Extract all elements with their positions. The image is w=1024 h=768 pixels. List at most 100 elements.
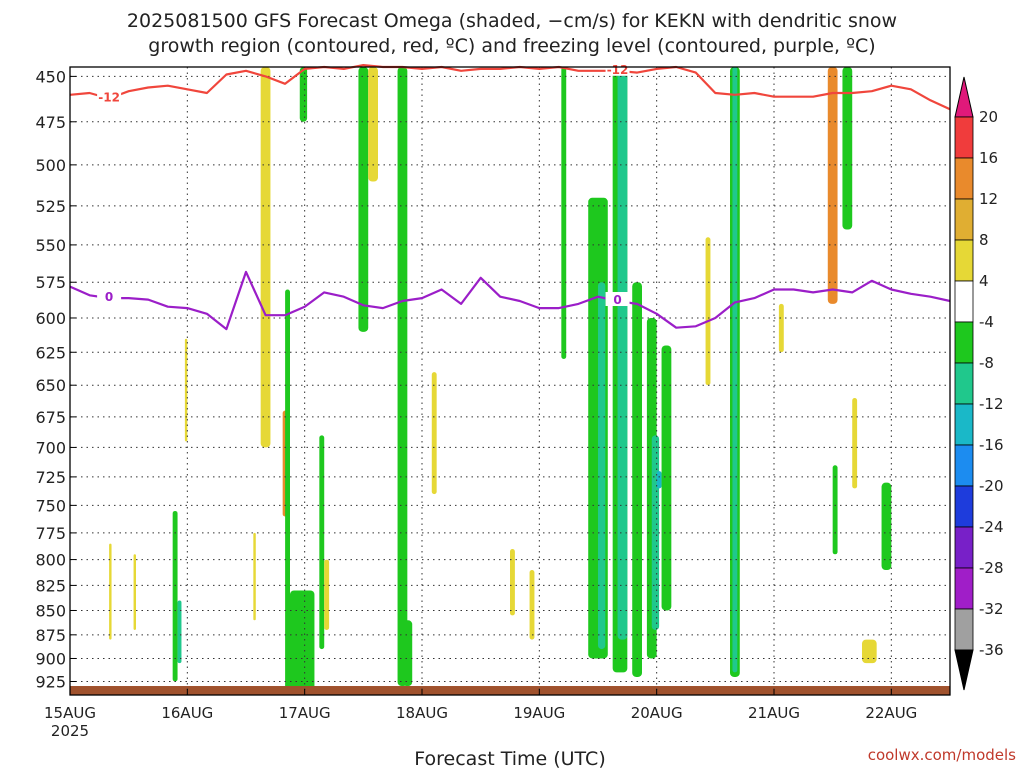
colorbar-band (954, 608, 974, 651)
colorbar-tick-label: -32 (979, 600, 1004, 618)
colorbar-tick-label: -12 (979, 395, 1004, 413)
colorbar-tick-label: -24 (979, 518, 1004, 536)
omega-shaded-region (109, 543, 112, 640)
contour-label: -12 (607, 63, 629, 77)
x-tick-label: 18AUG (396, 704, 448, 722)
colorbar-tick-label: -36 (979, 641, 1004, 659)
x-year-label: 2025 (51, 722, 89, 740)
colorbar-band (954, 526, 974, 569)
omega-shaded-region (368, 67, 378, 182)
colorbar-band (954, 321, 974, 364)
colorbar-band (954, 116, 974, 159)
colorbar-tick-label: -28 (979, 559, 1004, 577)
omega-shaded-region (177, 600, 182, 664)
omega-shaded-region (656, 471, 662, 489)
contour-line (69, 63, 951, 111)
contour-label-bg (605, 61, 630, 76)
colorbar-band (954, 157, 974, 200)
x-tick-label: 15AUG (44, 704, 96, 722)
y-tick-label: 450 (35, 67, 66, 86)
grid-lines (70, 67, 950, 695)
x-tick-label: 19AUG (513, 704, 565, 722)
x-tick-label: 21AUG (748, 704, 800, 722)
chart-subtitle: growth region (contoured, red, ºC) and f… (148, 35, 875, 57)
omega-shaded-region (510, 549, 515, 616)
y-tick-label: 600 (35, 309, 66, 328)
contour-lines: -12 -12 0 0 (69, 61, 951, 331)
omega-shaded-region (133, 554, 136, 631)
omega-shaded-region (324, 559, 330, 631)
omega-shaded-region (732, 67, 738, 673)
colorbar-tick-label: 16 (979, 149, 998, 167)
y-tick-label: 500 (35, 156, 66, 175)
contour-label-bg (97, 289, 122, 304)
y-tick-label: 825 (35, 576, 66, 595)
colorbar-band (954, 485, 974, 528)
colorbar-tick-label: -4 (979, 313, 994, 331)
omega-shaded-region (253, 532, 256, 621)
colorbar-band (954, 403, 974, 446)
y-tick-label: 725 (35, 468, 66, 487)
colorbar-band (954, 239, 974, 282)
omega-shaded-region (827, 67, 838, 304)
y-tick-label: 875 (35, 626, 66, 645)
colorbar-band (954, 444, 974, 487)
omega-shaded-region (529, 570, 535, 640)
omega-shaded-region (661, 345, 672, 611)
chart-title: 2025081500 GFS Forecast Omega (shaded, −… (127, 10, 897, 32)
x-tick-label: 17AUG (279, 704, 331, 722)
y-tick-label: 625 (35, 343, 66, 362)
colorbar-over-arrow (954, 76, 974, 118)
omega-shaded-region (705, 237, 711, 386)
contour-label: 0 (105, 290, 113, 304)
y-axis-ticks: 450 475 500 525 550 575 600 625 650 675 700 725 750 7… (35, 67, 76, 691)
omega-shaded-region (299, 67, 308, 122)
omega-shaded-region (852, 398, 858, 489)
y-tick-label: 775 (35, 524, 66, 543)
y-tick-label: 675 (35, 408, 66, 427)
omega-shaded-region (319, 435, 325, 650)
omega-shaded-region (358, 67, 369, 332)
omega-shaded-region (617, 67, 628, 640)
surface-terrain (70, 686, 950, 695)
omega-shaded-region (431, 372, 437, 495)
colorbar-band (954, 362, 974, 405)
colorbar-tick-label: -8 (979, 354, 994, 372)
colorbar-band (954, 567, 974, 610)
omega-shaded-region (632, 282, 642, 677)
y-tick-label: 700 (35, 438, 66, 457)
colorbar-tick-label: 8 (979, 231, 989, 249)
omega-shaded-region (184, 338, 188, 442)
contour-label: -12 (98, 90, 120, 104)
x-tick-label: 16AUG (161, 704, 213, 722)
omega-shaded-region (778, 303, 784, 353)
y-tick-label: 575 (35, 273, 66, 292)
colorbar-tick-label: -16 (979, 436, 1004, 454)
x-tick-label: 20AUG (631, 704, 683, 722)
omega-shaded-region (598, 282, 606, 650)
y-tick-label: 750 (35, 496, 66, 515)
colorbar-tick-label: 12 (979, 190, 998, 208)
colorbar-band (954, 280, 974, 323)
omega-shaded-region (285, 289, 290, 691)
colorbar-under-arrow (954, 649, 974, 691)
contour-label-bg (97, 89, 122, 104)
omega-shaded-region (832, 465, 838, 555)
y-tick-label: 900 (35, 649, 66, 668)
colorbar: 20 16 12 8 4 -4 -8 -12 -16 -20 -24 -28 -32 -36 (954, 76, 1004, 691)
omega-shaded-region (881, 482, 892, 571)
y-tick-label: 800 (35, 551, 66, 570)
omega-shaded-region (397, 67, 408, 687)
colorbar-band (954, 198, 974, 241)
omega-shaded-region (862, 639, 877, 664)
omega-shaded-region (402, 620, 413, 687)
y-tick-label: 550 (35, 236, 66, 255)
credit-text: coolwx.com/models (868, 746, 1016, 764)
omega-shaded-region (172, 510, 178, 682)
omega-shading (109, 67, 892, 691)
x-tick-label: 22AUG (865, 704, 917, 722)
surface-strip (70, 686, 950, 695)
plot-frame (69, 66, 951, 696)
contour-line (69, 270, 951, 331)
